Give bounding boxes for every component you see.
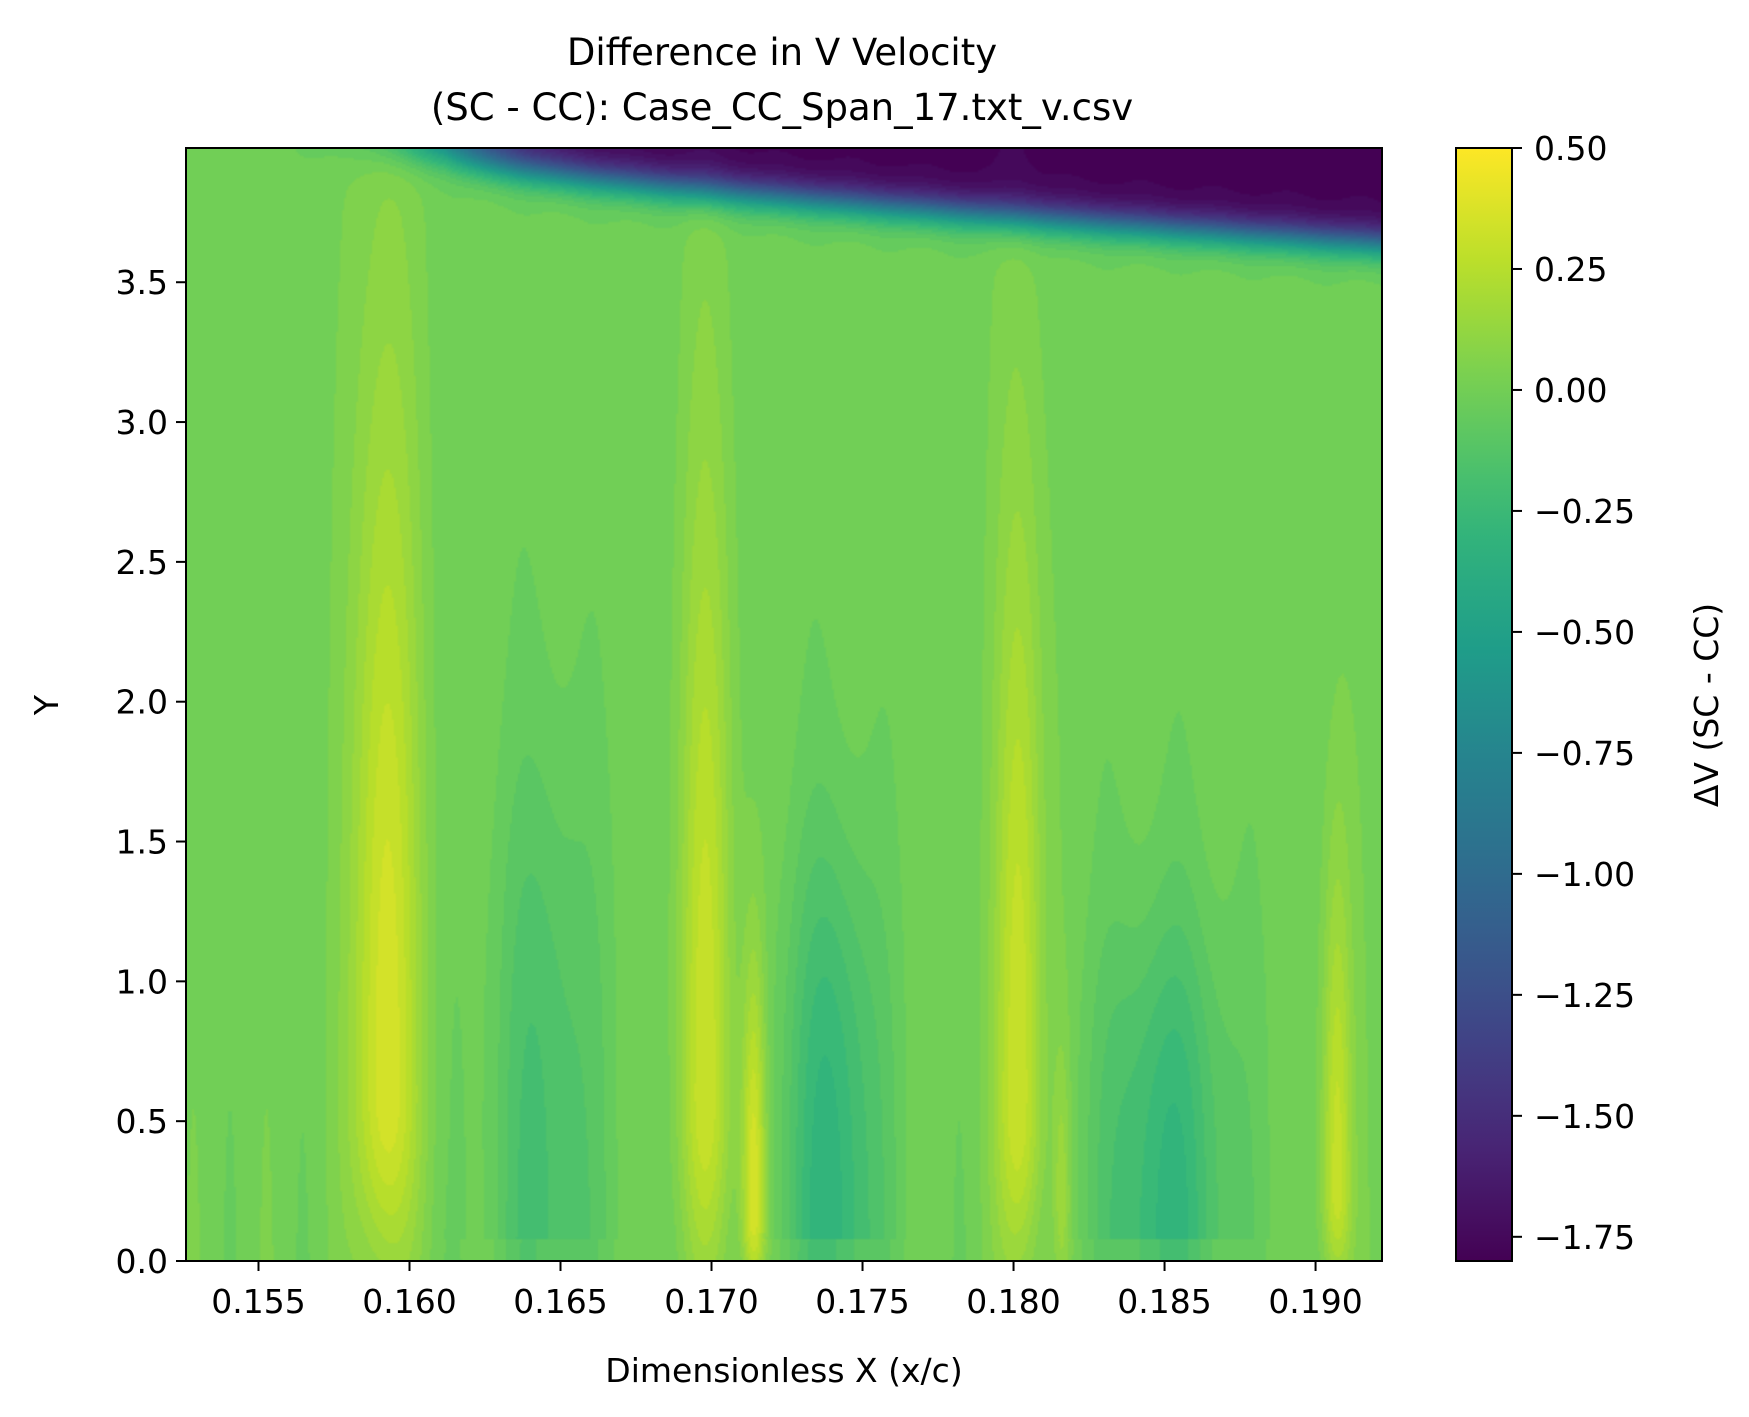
colorbar-tick-label-7: −1.25 bbox=[1534, 976, 1635, 1015]
y-tick-label-7: 3.5 bbox=[116, 263, 168, 302]
chart-subtitle: (SC - CC): Case_CC_Span_17.txt_v.csv bbox=[431, 86, 1133, 129]
x-tick-label-3: 0.170 bbox=[664, 1282, 758, 1321]
y-tick-label-3: 1.5 bbox=[116, 823, 168, 862]
x-tick-label-6: 0.185 bbox=[1117, 1282, 1211, 1321]
y-tick-label-6: 3.0 bbox=[116, 403, 168, 442]
x-axis: 0.155 0.160 0.165 0.170 0.175 0.180 0.185 0.190 bbox=[211, 1261, 1363, 1321]
y-tick-label-4: 2.0 bbox=[116, 683, 168, 722]
colorbar-tick-label-0: 0.50 bbox=[1534, 129, 1607, 168]
x-tick-label-2: 0.165 bbox=[513, 1282, 607, 1321]
colorbar-tick-label-2: 0.00 bbox=[1534, 371, 1607, 410]
colorbar-tick-label-6: −1.00 bbox=[1534, 855, 1635, 894]
colorbar bbox=[1455, 147, 1513, 1262]
x-tick-label-4: 0.175 bbox=[815, 1282, 909, 1321]
plot-frame bbox=[185, 147, 1383, 1262]
y-axis-label: Y bbox=[27, 694, 66, 716]
y-tick-label-1: 0.5 bbox=[116, 1102, 168, 1141]
colorbar-tick-label-8: −1.50 bbox=[1534, 1097, 1635, 1136]
y-tick-label-5: 2.5 bbox=[116, 543, 168, 582]
x-tick-label-5: 0.180 bbox=[966, 1282, 1060, 1321]
x-tick-label-1: 0.160 bbox=[362, 1282, 456, 1321]
colorbar-tick-label-5: −0.75 bbox=[1534, 734, 1635, 773]
x-tick-label-0: 0.155 bbox=[211, 1282, 305, 1321]
x-tick-label-7: 0.190 bbox=[1268, 1282, 1362, 1321]
y-tick-label-2: 1.0 bbox=[116, 962, 168, 1001]
colorbar-label: ΔV (SC - CC) bbox=[1687, 603, 1726, 807]
colorbar-tick-label-4: −0.50 bbox=[1534, 613, 1635, 652]
contour-field bbox=[186, 148, 1382, 1261]
colorbar-tick-label-3: −0.25 bbox=[1534, 492, 1635, 531]
colorbar-tick-label-1: 0.25 bbox=[1534, 250, 1607, 289]
chart-title: Difference in V Velocity bbox=[567, 31, 997, 74]
y-axis: 0.0 0.5 1.0 1.5 2.0 2.5 3.0 3.5 bbox=[116, 263, 186, 1281]
x-axis-label: Dimensionless X (x/c) bbox=[605, 1351, 962, 1390]
colorbar-ticks: 0.50 0.25 0.00 −0.25 −0.50 −0.75 −1.00 −1.25 −1.… bbox=[1512, 129, 1635, 1257]
y-tick-label-0: 0.0 bbox=[116, 1242, 168, 1281]
colorbar-tick-label-9: −1.75 bbox=[1534, 1218, 1635, 1257]
